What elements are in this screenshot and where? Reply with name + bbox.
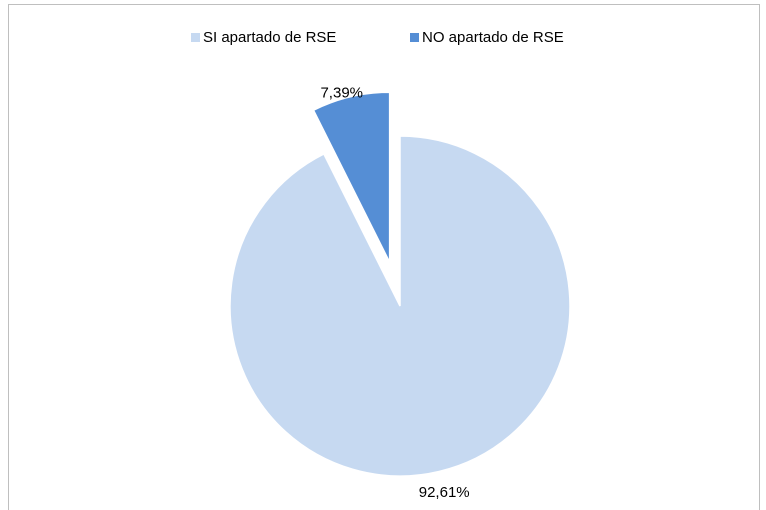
data-label: 92,61% — [419, 484, 470, 501]
legend-swatch — [410, 33, 419, 42]
data-label: 7,39% — [320, 84, 363, 101]
legend-label: SI apartado de RSE — [203, 29, 336, 46]
pie-slice — [229, 135, 571, 477]
legend-swatch — [191, 33, 200, 42]
pie-slice — [312, 91, 391, 263]
legend-label: NO apartado de RSE — [422, 29, 564, 46]
